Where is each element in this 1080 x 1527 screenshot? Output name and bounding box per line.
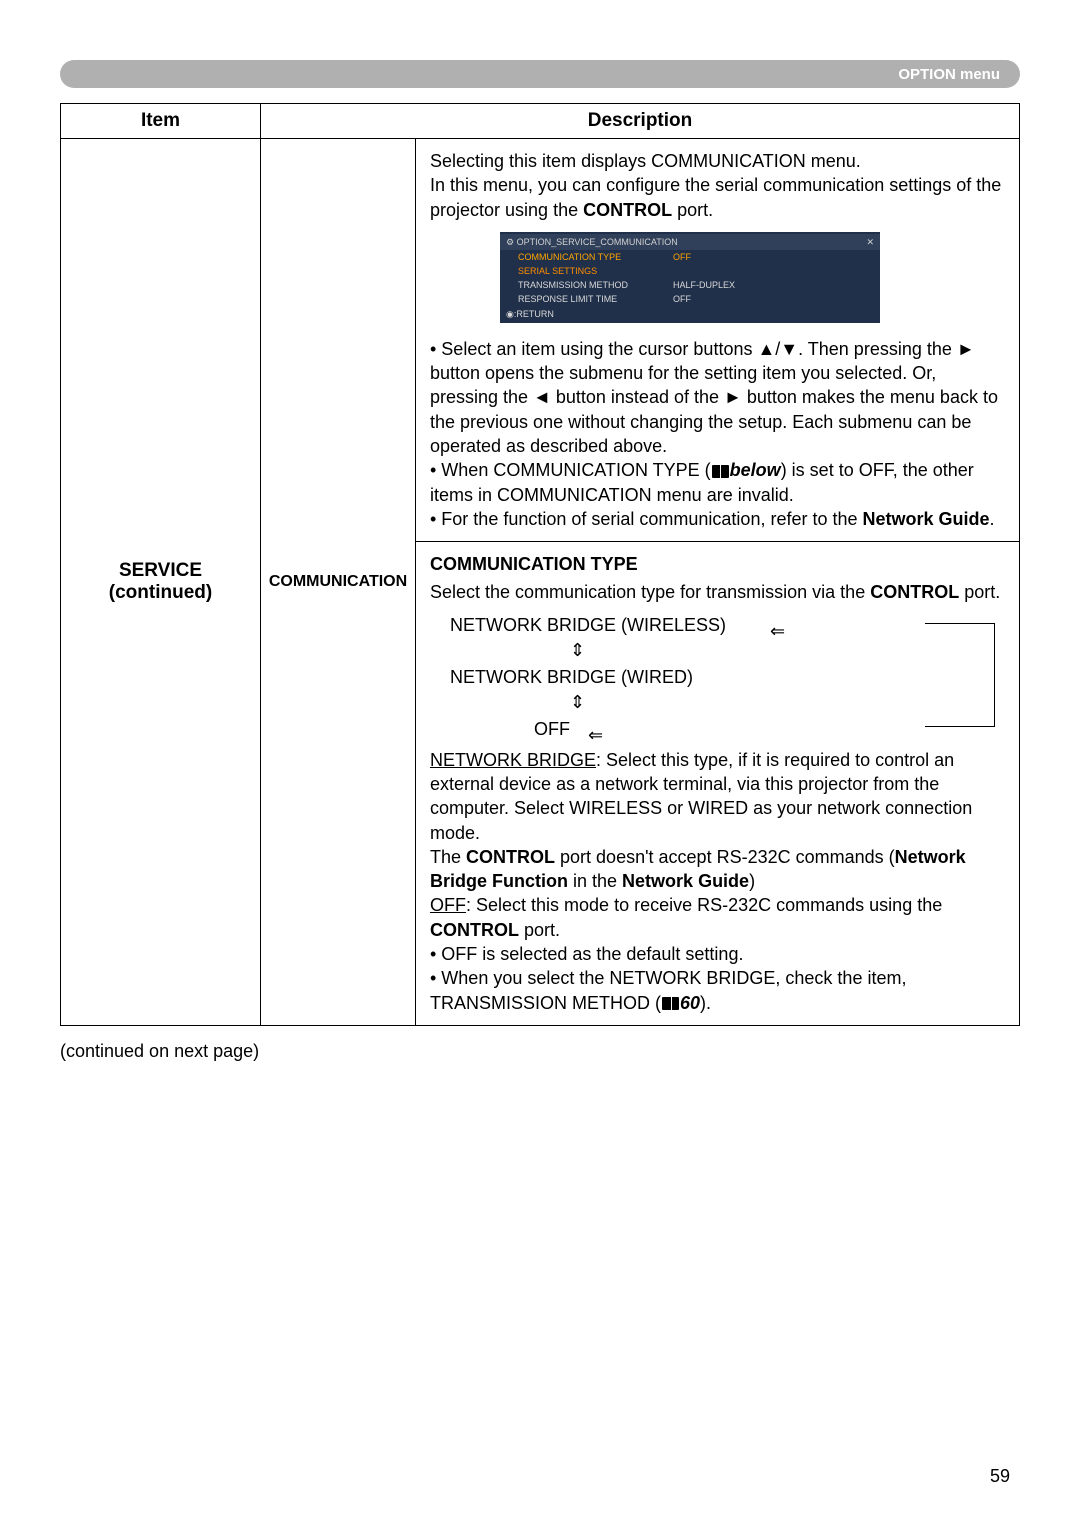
- desc-p1b: In this menu, you can configure the seri…: [430, 175, 1001, 219]
- screenshot-label: TRANSMISSION METHOD: [518, 279, 673, 291]
- item-cell: SERVICE (continued): [61, 139, 261, 1026]
- sel-option-3: OFF: [534, 717, 570, 741]
- item-line2: (continued): [109, 582, 212, 603]
- screenshot-title-left: ⚙ OPTION_SERVICE_COMMUNICATION: [506, 236, 678, 248]
- network-bridge-desc: NETWORK BRIDGE: Select this type, if it …: [430, 748, 1005, 894]
- screenshot-value: OFF: [673, 251, 691, 263]
- main-table: Item Description SERVICE (continued) COM…: [60, 103, 1020, 1026]
- arrow-left-icon: ⇐: [770, 619, 785, 643]
- screenshot-row: TRANSMISSION METHOD HALF-DUPLEX: [500, 278, 880, 292]
- screenshot-row: SERIAL SETTINGS: [500, 264, 880, 278]
- desc-p1a: Selecting this item displays COMMUNICATI…: [430, 151, 861, 171]
- updown-icon: ⇕: [570, 638, 585, 662]
- bullet-1: • Select an item using the cursor button…: [430, 337, 1005, 458]
- page-number: 59: [990, 1466, 1010, 1487]
- default-bullet: • OFF is selected as the default setting…: [430, 942, 1005, 966]
- close-icon: ✕: [866, 236, 874, 248]
- header-bar: OPTION menu: [60, 60, 1020, 88]
- arrow-left-icon: ⇐: [588, 723, 603, 747]
- item-line1: SERVICE: [119, 560, 202, 581]
- screenshot-label: COMMUNICATION TYPE: [518, 251, 673, 263]
- book-icon: [712, 465, 729, 478]
- screenshot-label: SERIAL SETTINGS: [518, 265, 673, 277]
- screenshot-label: RESPONSE LIMIT TIME: [518, 293, 673, 305]
- description-bottom: COMMUNICATION TYPE Select the communicat…: [416, 542, 1020, 1026]
- selector-diagram: NETWORK BRIDGE (WIRELESS) ⇕ NETWORK BRID…: [450, 613, 1005, 738]
- description-top: Selecting this item displays COMMUNICATI…: [416, 139, 1020, 542]
- desc-p1d: port.: [672, 200, 713, 220]
- th-description: Description: [261, 104, 1020, 139]
- off-desc: OFF: Select this mode to receive RS-232C…: [430, 893, 1005, 942]
- bullet-2: • When COMMUNICATION TYPE (below) is set…: [430, 458, 1005, 507]
- book-icon: [662, 997, 679, 1010]
- updown-icon: ⇕: [570, 690, 585, 714]
- bracket-line: [925, 623, 995, 727]
- screenshot-row: COMMUNICATION TYPE OFF: [500, 250, 880, 264]
- desc-p1c: CONTROL: [583, 200, 672, 220]
- screenshot-value: OFF: [673, 293, 691, 305]
- sub-cell: COMMUNICATION: [261, 139, 416, 1026]
- screenshot-title-row: ⚙ OPTION_SERVICE_COMMUNICATION ✕: [500, 234, 880, 250]
- continued-text: (continued on next page): [60, 1041, 1020, 1062]
- sel-option-1: NETWORK BRIDGE (WIRELESS): [450, 613, 726, 637]
- screenshot-row: RESPONSE LIMIT TIME OFF: [500, 292, 880, 306]
- th-item: Item: [61, 104, 261, 139]
- nb-check-bullet: • When you select the NETWORK BRIDGE, ch…: [430, 966, 1005, 1015]
- screenshot-value: HALF-DUPLEX: [673, 279, 735, 291]
- sel-option-2: NETWORK BRIDGE (WIRED): [450, 665, 693, 689]
- comm-intro: Select the communication type for transm…: [430, 580, 1005, 604]
- comm-type-heading: COMMUNICATION TYPE: [430, 552, 1005, 576]
- menu-screenshot: ⚙ OPTION_SERVICE_COMMUNICATION ✕ COMMUNI…: [500, 232, 880, 323]
- screenshot-return: ◉:RETURN: [500, 307, 880, 321]
- bullet-3: • For the function of serial communicati…: [430, 507, 1005, 531]
- header-title: OPTION menu: [898, 66, 1000, 83]
